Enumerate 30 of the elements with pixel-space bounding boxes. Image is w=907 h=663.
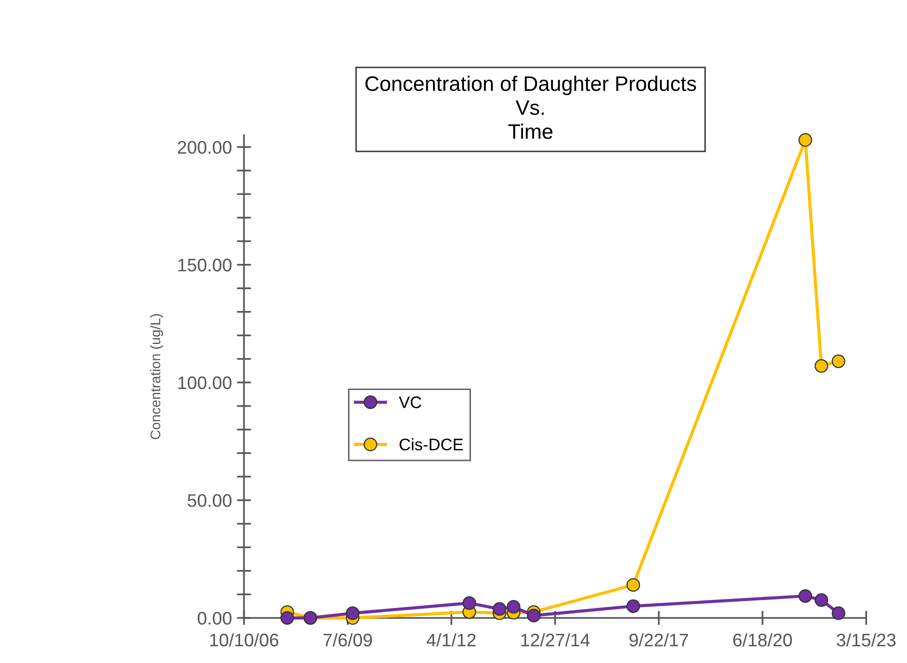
x-tick-label: 10/10/06 — [210, 633, 278, 646]
point — [462, 596, 476, 610]
x-tick-label: 4/1/12 — [426, 633, 476, 646]
x-tick-label: 9/22/17 — [630, 633, 688, 646]
point — [346, 606, 360, 620]
point — [526, 608, 541, 622]
x-tick-label: 3/15/23 — [836, 633, 896, 646]
legend-label: VC — [398, 396, 422, 408]
point — [280, 611, 294, 625]
y-axis-title: Concentration (ug/L) — [150, 314, 164, 440]
point — [798, 589, 812, 603]
y-tick-label: 100.00 — [178, 376, 232, 390]
point — [506, 600, 520, 614]
x-tick-label: 7/6/09 — [324, 633, 372, 646]
point — [814, 593, 828, 607]
x-tick-label: 6/18/20 — [733, 633, 792, 646]
x-tick-label: 12/27/14 — [521, 633, 590, 646]
chart-title: Concentration of Daughter Products Vs. Time — [365, 76, 696, 139]
point — [814, 359, 828, 373]
y-tick-label: 200.00 — [178, 140, 232, 154]
point — [798, 133, 812, 147]
y-tick-label: 150.00 — [178, 258, 232, 272]
y-tick-label: 0.00 — [198, 612, 232, 625]
point — [626, 599, 640, 613]
y-tick-label: 50.00 — [188, 494, 232, 507]
point — [832, 606, 846, 620]
point — [832, 354, 846, 368]
point — [626, 578, 640, 592]
point — [492, 602, 506, 616]
legend-label: Cis-DCE — [400, 438, 463, 450]
